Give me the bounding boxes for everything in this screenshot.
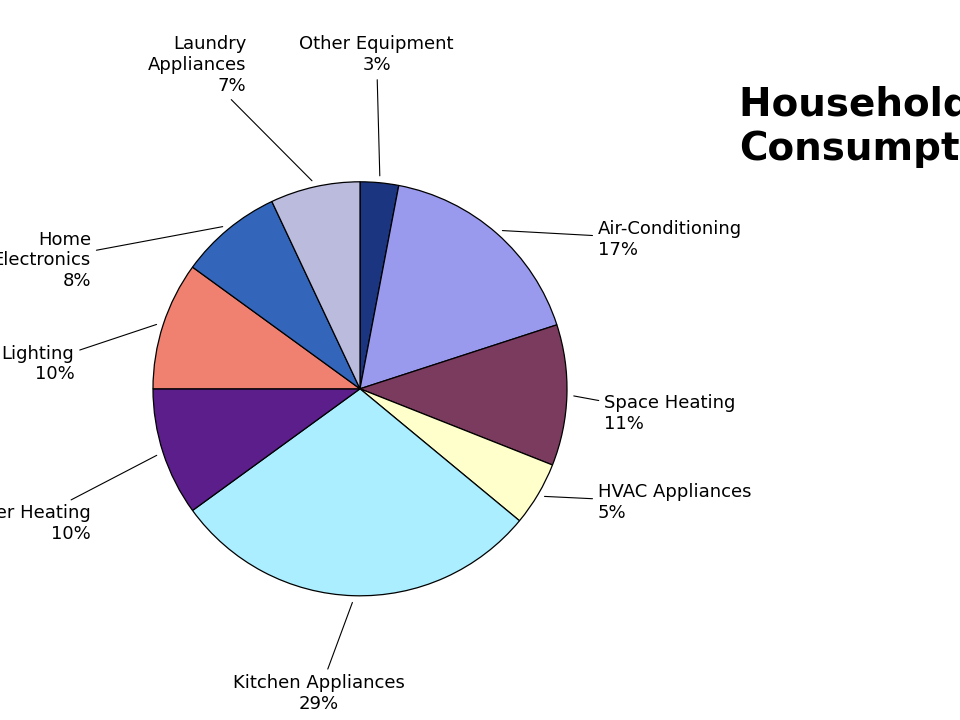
Text: Home
Electronics
8%: Home Electronics 8% (0, 227, 223, 290)
Wedge shape (360, 389, 552, 521)
Text: Air-Conditioning
17%: Air-Conditioning 17% (502, 220, 742, 259)
Text: Household Electricity
Consumption: Household Electricity Consumption (739, 86, 960, 168)
Wedge shape (360, 325, 567, 465)
Wedge shape (272, 181, 360, 389)
Text: Other Equipment
3%: Other Equipment 3% (300, 35, 454, 176)
Wedge shape (153, 389, 360, 510)
Text: Space Heating
11%: Space Heating 11% (574, 395, 735, 433)
Text: Kitchen Appliances
29%: Kitchen Appliances 29% (232, 603, 404, 714)
Text: Water Heating
10%: Water Heating 10% (0, 455, 156, 543)
Wedge shape (153, 267, 360, 389)
Wedge shape (193, 389, 519, 595)
Wedge shape (360, 186, 557, 389)
Wedge shape (193, 202, 360, 389)
Text: Lighting
10%: Lighting 10% (2, 325, 156, 383)
Wedge shape (360, 181, 398, 389)
Text: HVAC Appliances
5%: HVAC Appliances 5% (544, 483, 752, 522)
Text: Laundry
Appliances
7%: Laundry Appliances 7% (148, 35, 312, 181)
